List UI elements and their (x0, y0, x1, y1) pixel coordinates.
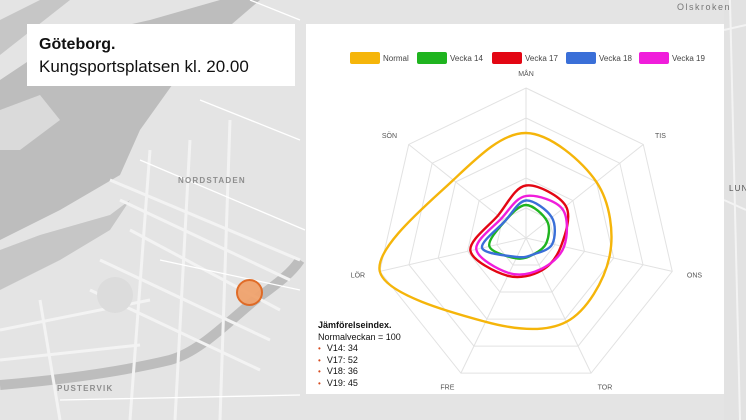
legend-item-vecka-18[interactable]: Vecka 18 (566, 52, 632, 64)
legend-swatch (350, 52, 380, 64)
grid-spoke (525, 144, 644, 239)
grid-ring (408, 117, 644, 347)
legend-item-vecka-19[interactable]: Vecka 19 (639, 52, 705, 64)
grid-ring (437, 147, 615, 320)
city-title: Göteborg. (39, 36, 116, 53)
series-line-vecka-17 (469, 184, 570, 279)
axis-label-5: LÖR (351, 272, 365, 280)
legend-item-vecka-17[interactable]: Vecka 17 (492, 52, 558, 64)
index-item-v18: V18: 36 (318, 366, 401, 378)
grid-spoke (460, 237, 527, 374)
radar-grid (379, 87, 673, 374)
axis-label-0: MÅN (518, 69, 534, 78)
legend-label: Vecka 17 (525, 54, 558, 63)
index-item-v19: V19: 45 (318, 378, 401, 390)
axis-label-4: FRE (440, 385, 454, 392)
map-label-pustervik: PUSTERVIK (57, 384, 114, 393)
map-label-olskroken: Olskroken (677, 2, 732, 12)
axis-label-1: TIS (655, 133, 666, 140)
axis-labels: MÅN TIS ONS TOR FRE LÖR SÖN (351, 69, 703, 392)
legend-label: Vecka 14 (450, 54, 483, 63)
map-label-lun: LUN (729, 184, 746, 193)
location-subtitle: Kungsportsplatsen kl. 20.00 (39, 57, 249, 76)
axis-label-6: SÖN (382, 132, 397, 140)
index-item-v14: V14: 34 (318, 343, 401, 355)
series-line-vecka-14 (488, 203, 551, 260)
legend-label: Vecka 19 (672, 54, 705, 63)
axis-label-2: ONS (687, 273, 703, 280)
map-label-nordstaden: NORDSTADEN (178, 176, 246, 185)
legend-swatch (492, 52, 522, 64)
radar-series (378, 131, 613, 331)
title-card: Göteborg. Kungsportsplatsen kl. 20.00 (27, 24, 295, 86)
legend-item-vecka-14[interactable]: Vecka 14 (417, 52, 483, 64)
chart-legend: Normal Vecka 14 Vecka 17 Vecka 18 Vecka 19 (350, 52, 705, 64)
grid-spoke (525, 237, 673, 272)
comparison-index-subtitle: Normalveckan = 100 (318, 331, 401, 342)
location-marker[interactable] (236, 279, 263, 306)
comparison-index-title: Jämförelseindex. (318, 320, 392, 330)
grid-spoke (525, 237, 592, 374)
series-line-normal (378, 131, 613, 331)
legend-swatch (417, 52, 447, 64)
legend-label: Vecka 18 (599, 54, 632, 63)
grid-ring (466, 177, 586, 293)
legend-item-normal[interactable]: Normal (350, 52, 409, 64)
index-item-v17: V17: 52 (318, 355, 401, 367)
grid-ring (379, 87, 673, 374)
comparison-index: Jämförelseindex. Normalveckan = 100 V14:… (318, 320, 401, 389)
comparison-index-list: V14: 34 V17: 52 V18: 36 V19: 45 (318, 343, 401, 389)
legend-label: Normal (383, 54, 409, 63)
grid-spoke (379, 237, 527, 272)
grid-spoke (408, 144, 527, 239)
radar-chart: Normal Vecka 14 Vecka 17 Vecka 18 Vecka 19 M… (350, 52, 705, 392)
series-line-vecka-19 (475, 194, 569, 276)
chart-card: Normal Vecka 14 Vecka 17 Vecka 18 Vecka 19 M… (306, 24, 724, 394)
legend-swatch (566, 52, 596, 64)
series-line-vecka-18 (480, 199, 557, 259)
axis-label-3: TOR (598, 385, 613, 392)
legend-swatch (639, 52, 669, 64)
